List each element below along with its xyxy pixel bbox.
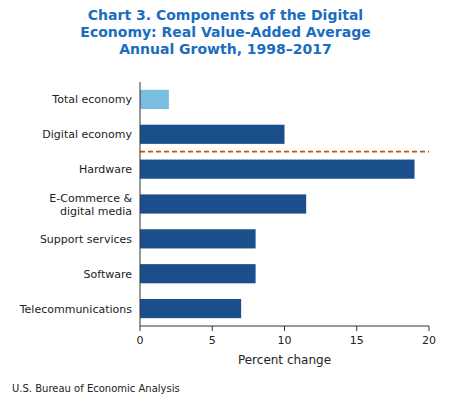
x-tick-label: 20: [422, 334, 436, 347]
bar: [140, 194, 306, 213]
separator-line: [140, 151, 429, 153]
x-tick: [356, 326, 357, 331]
category-label: Telecommunications: [19, 303, 133, 316]
bar: [140, 264, 256, 283]
bar: [140, 125, 285, 144]
category-label: E-Commerce &digital media: [49, 192, 132, 218]
x-tick-label: 15: [350, 334, 364, 347]
x-tick-label: 0: [137, 334, 144, 347]
bar: [140, 90, 169, 109]
category-label: Total economy: [51, 93, 132, 106]
x-tick: [429, 326, 430, 331]
category-label: Hardware: [79, 163, 132, 176]
x-axis-label: Percent change: [238, 353, 331, 367]
category-label: Support services: [40, 233, 132, 246]
x-tick: [284, 326, 285, 331]
x-tick-label: 5: [209, 334, 216, 347]
bar: [140, 229, 256, 248]
chart-title: Chart 3. Components of the DigitalEconom…: [80, 7, 370, 57]
zero-line: [140, 82, 141, 326]
category-label: Digital economy: [42, 128, 132, 141]
chart-svg: Chart 3. Components of the DigitalEconom…: [0, 0, 451, 400]
footnote: U.S. Bureau of Economic Analysis: [12, 383, 180, 394]
x-tick: [140, 326, 141, 331]
bar: [140, 160, 415, 179]
bar: [140, 299, 241, 318]
x-tick-label: 10: [278, 334, 292, 347]
bars: [140, 90, 415, 318]
x-tick: [212, 326, 213, 331]
category-label: Software: [84, 268, 133, 281]
chart-container: Chart 3. Components of the DigitalEconom…: [0, 0, 451, 400]
